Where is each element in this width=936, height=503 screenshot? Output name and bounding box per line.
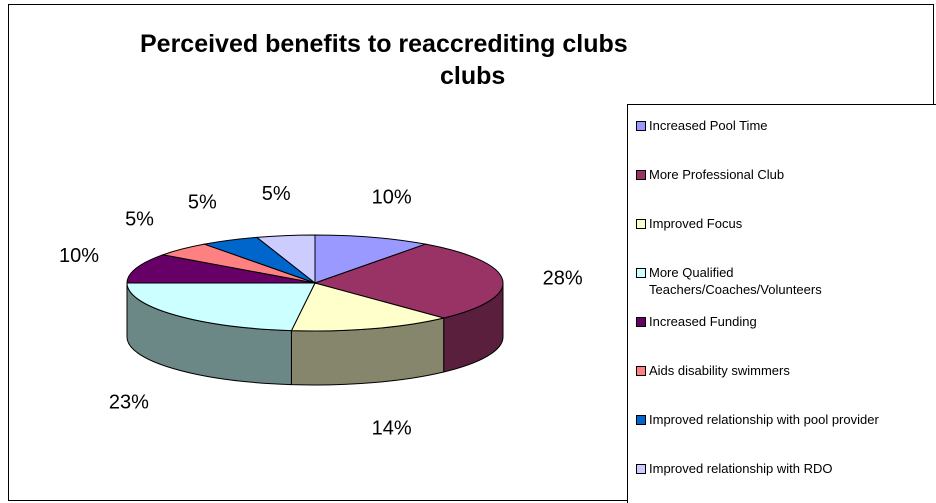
pie-slice-more-professional-club [313, 243, 504, 319]
pie-label-improved-relationship-with-rdo: 5% [262, 183, 291, 205]
legend-swatch [636, 170, 646, 180]
legend-label: Increased Funding [649, 314, 757, 329]
pie-slice-improved-focus [290, 282, 444, 332]
pie-label-more-professional-club: 28% [543, 267, 583, 289]
legend-label-line-2: Teachers/Coaches/Volunteers [649, 282, 822, 297]
legend-item-increased-funding: Increased Funding [636, 313, 757, 330]
legend-label: Improved relationship with RDO [649, 461, 833, 476]
legend-item-increased-pool-time: Increased Pool Time [636, 117, 768, 134]
legend-label: More Professional Club [649, 167, 785, 182]
pie-slice-more-qualified-teachers-coaches-volunteers [126, 282, 316, 332]
legend-swatch [636, 121, 646, 131]
pie-label-more-qualified-teachers-coaches-volunteers: 23% [109, 391, 149, 413]
legend-swatch [636, 219, 646, 229]
pie-slice-improved-relationship-with-rdo [255, 234, 316, 285]
pie-slice-increased-pool-time [314, 234, 428, 284]
chart-title: Perceived benefits to reaccrediting club… [120, 28, 640, 92]
pie-label-aids-disability-swimmers: 5% [125, 209, 154, 231]
legend-item-aids-disability-swimmers: Aids disability swimmers [636, 362, 790, 379]
pie-label-improved-relationship-with-pool-provider: 5% [188, 192, 217, 214]
legend-label-line-1: More Qualified [649, 265, 734, 280]
legend-item-more-professional-club: More Professional Club [636, 166, 784, 183]
chart-title-line-2: clubs [440, 62, 506, 90]
legend-swatch [636, 366, 646, 376]
legend-swatch [636, 415, 646, 425]
pie-labels: 10% 28% 14% 23% 10% 5% 5% 5% [59, 183, 583, 440]
legend-swatch [636, 268, 646, 278]
pie-label-increased-funding: 10% [59, 245, 99, 267]
legend-label: Improved relationship with pool provider [649, 412, 879, 427]
legend-item-more-qualified: More Qualified Teachers/Coaches/Voluntee… [636, 264, 822, 298]
chart-title-line-1: Perceived benefits to reaccrediting club… [140, 30, 628, 58]
pie-slice-increased-funding [126, 254, 316, 284]
legend-label: Aids disability swimmers [649, 363, 790, 378]
legend-swatch [636, 464, 646, 474]
legend: Increased Pool Time More Professional Cl… [627, 104, 936, 503]
legend-item-improved-focus: Improved Focus [636, 215, 742, 232]
pie-label-increased-pool-time: 10% [372, 186, 412, 208]
legend-label: Improved Focus [649, 216, 743, 231]
legend-item-pool-provider: Improved relationship with pool provider [636, 411, 879, 428]
legend-label: Increased Pool Time [649, 118, 768, 133]
pie-tops [126, 234, 504, 332]
legend-swatch [636, 317, 646, 327]
legend-item-rdo: Improved relationship with RDO [636, 460, 833, 477]
pie-label-improved-focus: 14% [372, 418, 412, 440]
